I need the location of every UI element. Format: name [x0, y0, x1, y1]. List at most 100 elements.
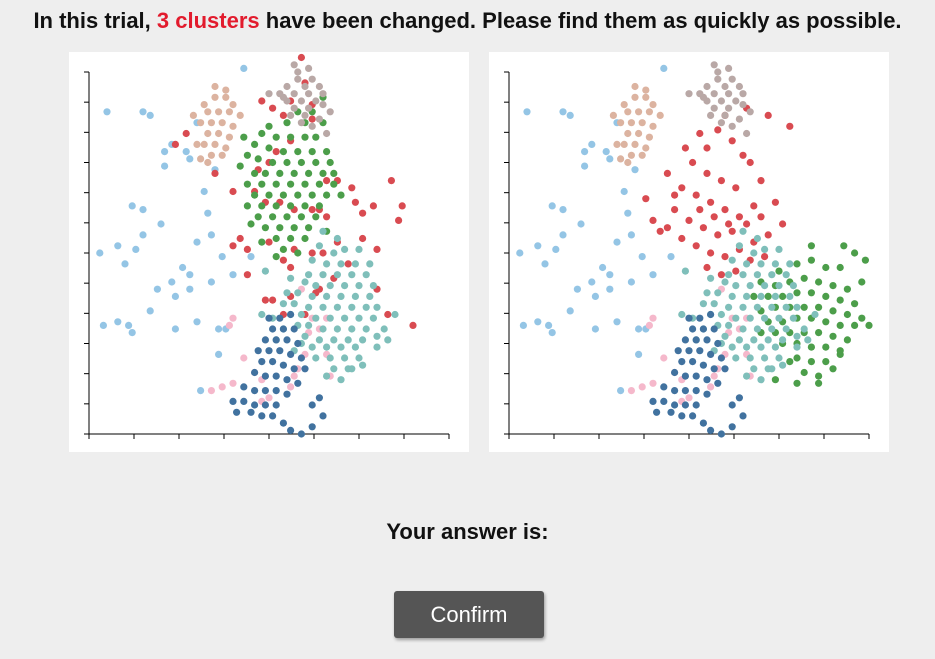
point-tan — [620, 140, 628, 148]
point-tan — [635, 108, 643, 116]
point-teal — [782, 303, 790, 311]
point-green — [269, 213, 277, 221]
cluster-red[interactable] — [642, 104, 794, 279]
point-red — [721, 206, 729, 214]
point-light-blue — [171, 325, 179, 333]
scatter-svg-right[interactable] — [489, 52, 889, 452]
point-green — [771, 376, 779, 384]
point-teal — [315, 242, 323, 250]
point-dark-blue — [276, 314, 284, 322]
instruction-highlight: 3 clusters — [156, 8, 260, 33]
point-gray — [710, 104, 718, 112]
cluster-gray[interactable] — [265, 61, 334, 138]
point-teal — [725, 321, 733, 329]
point-gray — [265, 90, 273, 98]
point-red — [269, 104, 277, 112]
point-green — [822, 292, 830, 300]
point-gray — [735, 115, 743, 123]
cluster-dark-blue[interactable] — [229, 310, 327, 438]
point-red — [344, 260, 352, 268]
point-green — [312, 213, 320, 221]
scatter-plot-left[interactable] — [69, 52, 469, 452]
point-green — [258, 129, 266, 138]
point-green — [294, 191, 302, 199]
point-light-blue — [631, 166, 639, 174]
point-green — [276, 169, 284, 177]
instruction-after: have been changed. Please find them as q… — [259, 8, 902, 33]
point-teal — [326, 282, 334, 290]
point-green — [793, 289, 801, 297]
point-gray — [710, 90, 718, 98]
point-green — [301, 202, 309, 210]
cluster-tan[interactable] — [189, 82, 244, 167]
point-red — [725, 220, 733, 228]
point-light-blue — [606, 271, 614, 279]
point-dark-blue — [728, 401, 736, 409]
point-gray — [739, 101, 747, 109]
point-dark-blue — [261, 387, 269, 395]
point-green — [822, 263, 830, 272]
confirm-button[interactable]: Confirm — [394, 591, 544, 638]
scatter-svg-left[interactable] — [69, 52, 469, 452]
point-light-blue — [207, 231, 215, 239]
point-teal — [351, 292, 359, 300]
cluster-tan[interactable] — [609, 82, 664, 167]
point-red — [750, 202, 758, 210]
point-tan — [211, 140, 219, 148]
point-red — [398, 202, 406, 210]
point-dark-blue — [240, 383, 248, 391]
cluster-dark-blue[interactable] — [649, 310, 747, 438]
point-light-blue — [617, 387, 625, 395]
point-teal — [341, 282, 349, 290]
point-teal — [330, 365, 338, 373]
point-teal — [721, 332, 729, 340]
point-gray — [305, 90, 313, 98]
point-light-blue — [125, 321, 133, 329]
cluster-green[interactable] — [236, 93, 345, 261]
cluster-gray[interactable] — [685, 61, 754, 138]
point-light-blue — [171, 292, 179, 300]
point-tan — [225, 133, 233, 141]
point-teal — [348, 325, 356, 333]
point-dark-blue — [692, 387, 700, 395]
point-red — [786, 122, 794, 130]
point-tan — [649, 122, 657, 130]
point-light-blue — [588, 140, 596, 148]
point-gray — [703, 82, 711, 91]
point-dark-blue — [685, 347, 693, 355]
point-teal — [333, 234, 341, 243]
point-green — [775, 267, 783, 275]
scatter-plot-right[interactable] — [489, 52, 889, 452]
point-light-blue — [606, 285, 614, 293]
point-red — [279, 256, 287, 264]
point-light-blue — [635, 350, 643, 358]
point-dark-blue — [258, 412, 266, 420]
point-light-blue — [660, 64, 668, 72]
cluster-light-blue[interactable] — [516, 64, 675, 395]
point-dark-blue — [681, 372, 689, 380]
point-teal — [743, 292, 751, 300]
point-teal — [344, 336, 352, 344]
point-light-blue — [99, 321, 107, 329]
point-teal — [341, 354, 349, 362]
point-teal — [362, 303, 370, 311]
cluster-teal[interactable] — [258, 227, 399, 384]
cluster-green[interactable] — [750, 242, 873, 387]
point-gray — [308, 122, 316, 130]
point-teal — [771, 343, 779, 351]
point-pink — [710, 372, 718, 380]
point-green — [829, 282, 837, 290]
point-teal — [305, 321, 313, 329]
axes-left — [84, 71, 450, 439]
point-green — [251, 140, 259, 148]
point-red — [761, 253, 769, 261]
point-green — [258, 180, 266, 188]
point-tan — [609, 111, 617, 119]
point-pink — [240, 354, 248, 362]
point-red — [728, 227, 736, 235]
point-dark-blue — [272, 372, 280, 380]
point-light-blue — [182, 148, 190, 156]
point-dark-blue — [721, 365, 729, 373]
point-red — [308, 115, 316, 123]
point-pink — [627, 387, 635, 395]
